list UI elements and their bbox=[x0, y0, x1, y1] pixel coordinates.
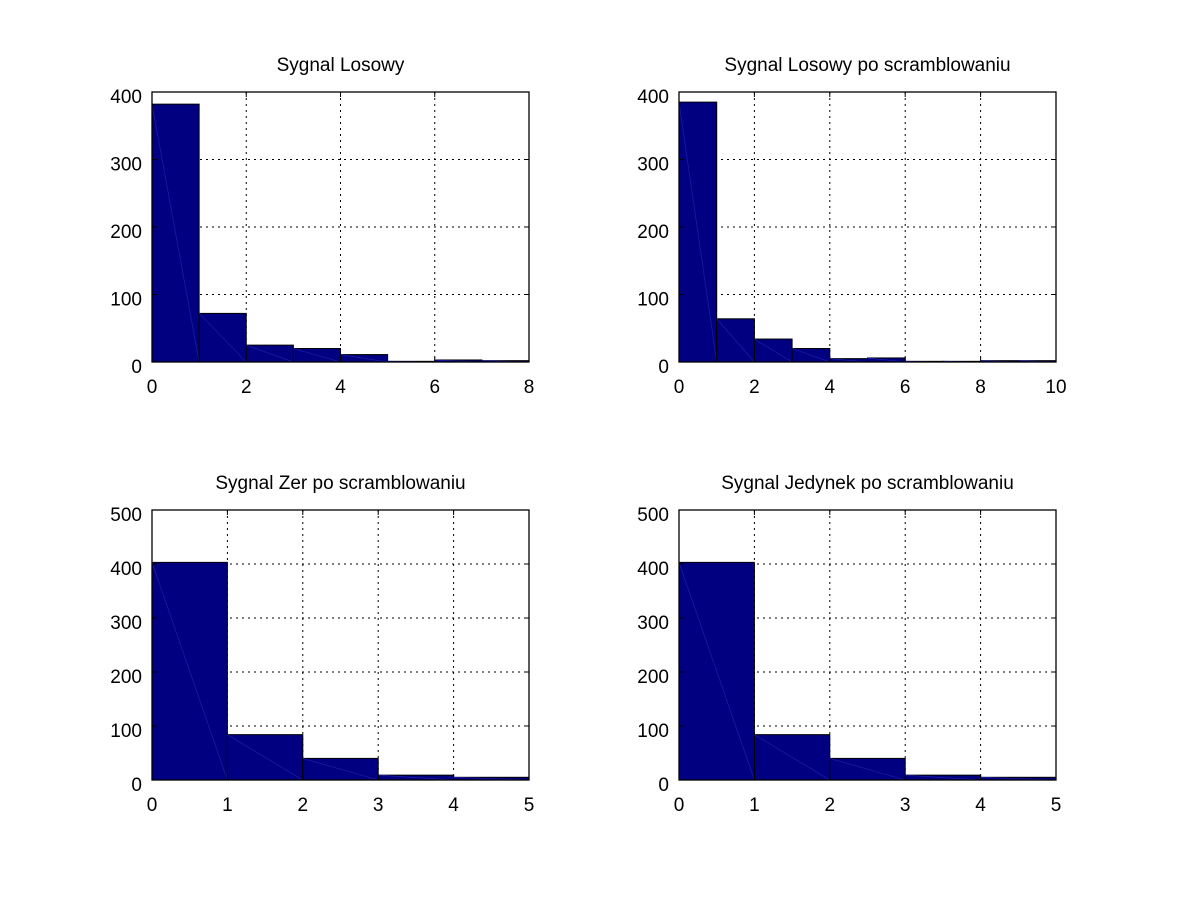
x-tick-label: 2 bbox=[749, 377, 760, 398]
y-tick-label: 200 bbox=[110, 667, 142, 688]
y-tick-label: 400 bbox=[637, 559, 669, 580]
y-tick-label: 100 bbox=[110, 721, 142, 742]
bar-diagonal-artifact bbox=[678, 102, 718, 363]
bar-diagonal-artifact bbox=[227, 734, 304, 781]
bar-diagonal-artifact bbox=[791, 348, 830, 363]
y-tick-label: 0 bbox=[131, 357, 142, 378]
bar-diagonal-artifact bbox=[716, 318, 755, 363]
x-tick-label: 4 bbox=[825, 377, 836, 398]
bar-diagonal-artifact bbox=[151, 104, 200, 363]
x-tick-label: 4 bbox=[335, 377, 346, 398]
y-tick-label: 100 bbox=[637, 721, 669, 742]
y-tick-label: 300 bbox=[110, 155, 142, 176]
y-tick-label: 0 bbox=[658, 357, 669, 378]
bar-diagonal-artifact bbox=[754, 338, 793, 363]
x-tick-label: 3 bbox=[900, 795, 911, 816]
y-tick-label: 200 bbox=[110, 222, 142, 243]
x-tick-label: 5 bbox=[1051, 795, 1062, 816]
x-tick-label: 1 bbox=[749, 795, 760, 816]
subplot-title: Sygnal Zer po scramblowaniu bbox=[215, 473, 465, 494]
subplot-1: 0 2 4 6 8 0 100 200 300 400 Sygnal Losowy bbox=[110, 55, 534, 398]
y-tick-label: 200 bbox=[637, 222, 669, 243]
bar-diagonal-artifact bbox=[151, 562, 228, 781]
y-tick-label: 0 bbox=[131, 775, 142, 796]
x-tick-label: 10 bbox=[1045, 377, 1066, 398]
x-tick-label: 4 bbox=[975, 795, 986, 816]
y-tick-label: 300 bbox=[110, 613, 142, 634]
x-tick-label: 6 bbox=[900, 377, 911, 398]
x-tick-label: 5 bbox=[524, 795, 535, 816]
subplot-4: 0 1 2 3 4 5 0 100 200 300 400 500 Sygnal Jedynek po … bbox=[637, 473, 1061, 816]
bar-diagonal-artifact bbox=[754, 734, 831, 781]
y-tick-label: 100 bbox=[637, 290, 669, 311]
x-tick-label: 0 bbox=[147, 377, 158, 398]
bar-diagonal-artifact bbox=[302, 758, 379, 781]
x-tick-label: 2 bbox=[825, 795, 836, 816]
x-tick-label: 1 bbox=[222, 795, 233, 816]
y-tick-label: 500 bbox=[110, 505, 142, 526]
x-tick-label: 0 bbox=[674, 377, 685, 398]
bar-diagonal-artifact bbox=[340, 354, 388, 363]
subplot-title: Sygnal Losowy po scramblowaniu bbox=[724, 55, 1010, 76]
y-tick-label: 300 bbox=[637, 613, 669, 634]
x-tick-label: 0 bbox=[674, 795, 685, 816]
bar-diagonal-artifact bbox=[293, 348, 341, 363]
x-tick-label: 8 bbox=[524, 377, 535, 398]
x-tick-label: 0 bbox=[147, 795, 158, 816]
x-tick-label: 2 bbox=[241, 377, 252, 398]
subplot-title: Sygnal Jedynek po scramblowaniu bbox=[721, 473, 1014, 494]
y-tick-label: 200 bbox=[637, 667, 669, 688]
x-tick-label: 8 bbox=[975, 377, 986, 398]
bar-diagonal-artifact bbox=[905, 774, 981, 781]
bar-diagonal-artifact bbox=[246, 344, 294, 363]
axes-frame bbox=[678, 509, 1057, 781]
x-tick-label: 2 bbox=[298, 795, 309, 816]
bar-diagonal-artifact bbox=[867, 357, 906, 363]
bar-diagonal-artifact bbox=[678, 562, 755, 781]
subplot-3: 0 1 2 3 4 5 0 100 200 300 400 500 Sygnal Zer po scra… bbox=[110, 473, 534, 816]
x-tick-label: 6 bbox=[429, 377, 440, 398]
x-tick-label: 4 bbox=[448, 795, 459, 816]
x-tick-label: 3 bbox=[373, 795, 384, 816]
y-tick-label: 400 bbox=[637, 87, 669, 108]
bar-diagonal-artifact bbox=[829, 758, 906, 781]
bar-diagonal-artifact bbox=[198, 313, 247, 363]
y-tick-label: 0 bbox=[658, 775, 669, 796]
subplot-title: Sygnal Losowy bbox=[277, 55, 405, 76]
y-tick-label: 400 bbox=[110, 87, 142, 108]
y-tick-label: 300 bbox=[637, 155, 669, 176]
y-tick-label: 400 bbox=[110, 559, 142, 580]
axes-frame bbox=[151, 509, 530, 781]
y-tick-label: 500 bbox=[637, 505, 669, 526]
y-tick-label: 100 bbox=[110, 290, 142, 311]
bar-diagonal-artifact bbox=[378, 774, 454, 781]
